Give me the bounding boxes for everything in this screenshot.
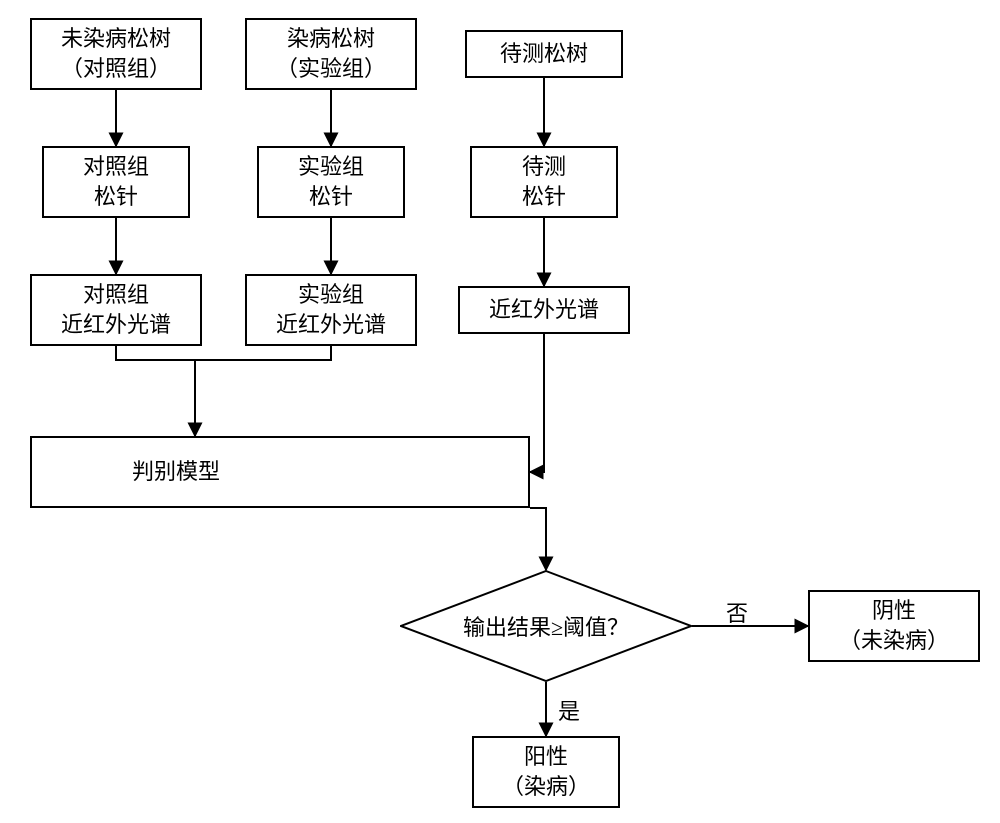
node-line2: 近红外光谱 xyxy=(61,310,171,340)
node-line1: 未染病松树 xyxy=(61,24,171,54)
node-negative: 阴性 （未染病） xyxy=(808,590,980,662)
node-line2: （对照组） xyxy=(61,54,171,84)
node-line2: 近红外光谱 xyxy=(276,310,386,340)
node-exp-nir: 实验组 近红外光谱 xyxy=(245,274,417,346)
node-line2: （未染病） xyxy=(839,626,949,656)
node-line1: 实验组 xyxy=(298,152,364,182)
node-test-nir: 近红外光谱 xyxy=(458,286,630,334)
node-line2: 松针 xyxy=(94,182,138,212)
node-infected-pine: 染病松树 （实验组） xyxy=(245,18,417,90)
flowchart-arrows xyxy=(0,0,1000,823)
node-line1: 待测 xyxy=(522,152,566,182)
node-exp-needles: 实验组 松针 xyxy=(257,146,405,218)
node-test-needles: 待测 松针 xyxy=(470,146,618,218)
node-line1: 近红外光谱 xyxy=(489,295,599,325)
node-line2: （实验组） xyxy=(276,54,386,84)
node-line2: （染病） xyxy=(502,772,590,802)
decision-threshold: 输出结果≥阈值？ xyxy=(400,570,692,682)
node-line1: 阴性 xyxy=(872,596,916,626)
node-line1: 阳性 xyxy=(524,742,568,772)
node-line1: 染病松树 xyxy=(287,24,375,54)
node-model: 判别模型 xyxy=(30,436,530,508)
node-line1: 判别模型 xyxy=(132,457,220,487)
decision-label: 输出结果≥阈值？ xyxy=(463,610,629,642)
node-control-nir: 对照组 近红外光谱 xyxy=(30,274,202,346)
node-line1: 对照组 xyxy=(83,152,149,182)
node-test-pine: 待测松树 xyxy=(465,30,623,78)
node-line2: 松针 xyxy=(522,182,566,212)
node-line1: 待测松树 xyxy=(500,39,588,69)
edge-label-no: 否 xyxy=(726,596,748,628)
edge-label-yes: 是 xyxy=(558,694,580,726)
node-positive: 阳性 （染病） xyxy=(472,736,620,808)
node-line1: 实验组 xyxy=(298,280,364,310)
node-uninfected-pine: 未染病松树 （对照组） xyxy=(30,18,202,90)
node-line1: 对照组 xyxy=(83,280,149,310)
node-line2: 松针 xyxy=(309,182,353,212)
node-control-needles: 对照组 松针 xyxy=(42,146,190,218)
